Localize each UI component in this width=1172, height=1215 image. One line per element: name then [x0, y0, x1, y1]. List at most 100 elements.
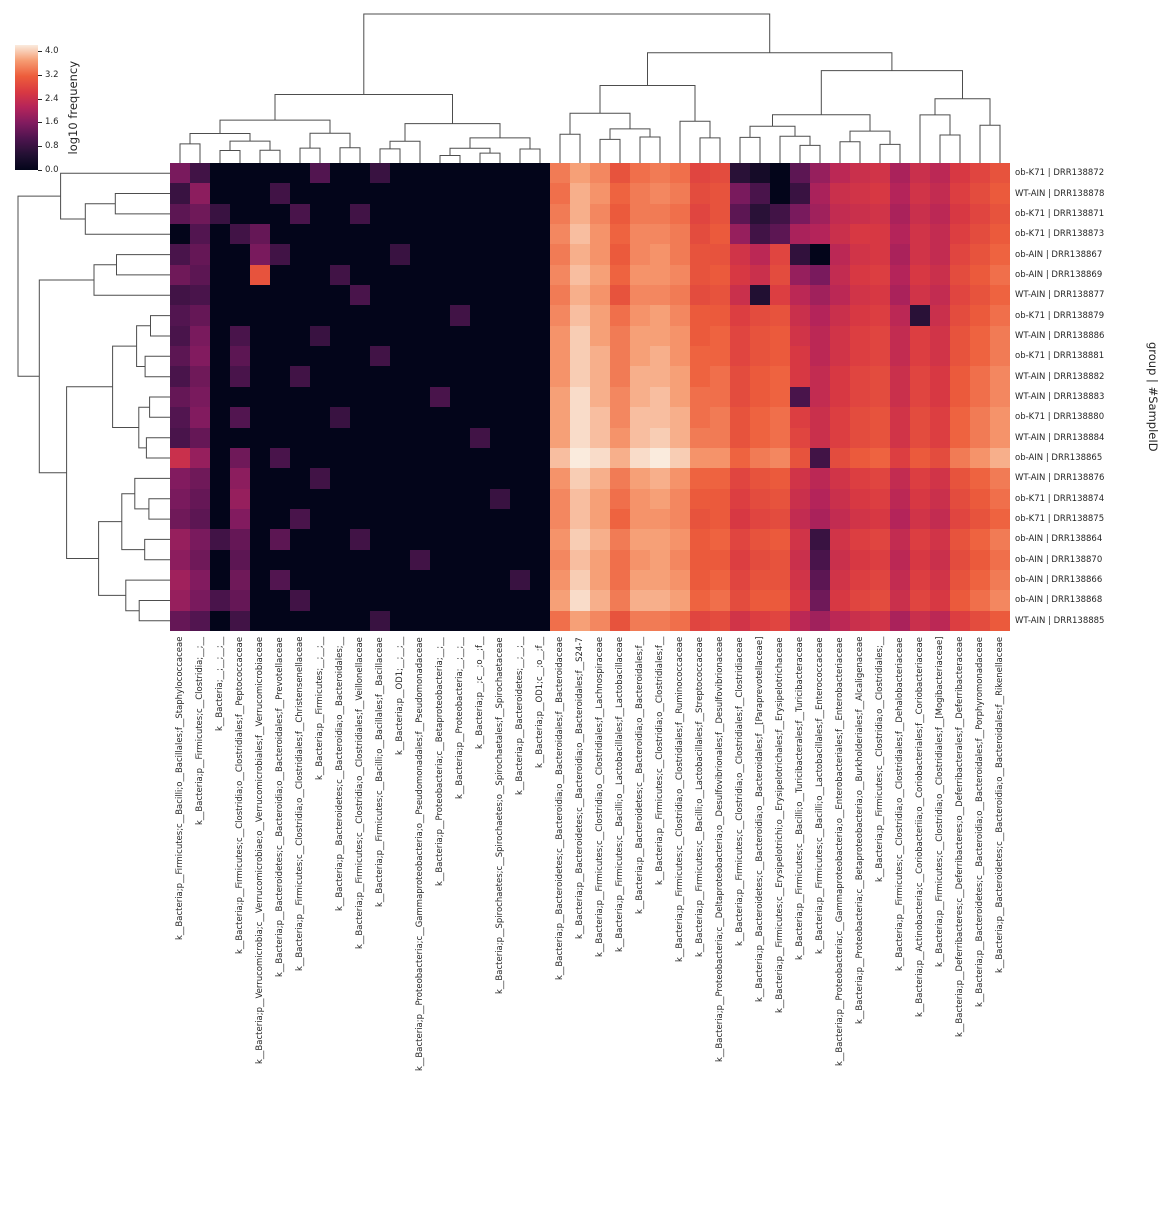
heatmap-cell — [210, 468, 230, 489]
heatmap-cell — [650, 346, 670, 367]
heatmap-cell — [690, 325, 710, 347]
heatmap-cell — [370, 183, 390, 204]
heatmap-cell — [510, 346, 530, 367]
heatmap-cell — [550, 610, 570, 631]
heatmap-cell — [370, 224, 390, 245]
heatmap-cell — [590, 447, 610, 469]
heatmap-cell — [810, 386, 830, 408]
heatmap-cell — [510, 529, 530, 550]
heatmap-cell — [790, 468, 810, 489]
heatmap-cell — [390, 244, 410, 265]
heatmap-cell — [350, 407, 370, 428]
heatmap-cell — [910, 325, 930, 347]
heatmap-cell — [290, 407, 310, 428]
heatmap-cell — [230, 264, 250, 286]
heatmap-cell — [690, 569, 710, 591]
heatmap-cell — [570, 285, 590, 306]
heatmap-cell — [970, 305, 990, 326]
heatmap-cell — [890, 569, 910, 591]
heatmap-cell — [970, 203, 990, 225]
column-label: k__Bacteria;p__OD1;__;__;__ — [395, 637, 405, 756]
heatmap-cell — [610, 508, 630, 530]
heatmap-cell — [170, 244, 190, 265]
heatmap-cell — [590, 203, 610, 225]
heatmap-cell — [610, 549, 630, 570]
heatmap-cell — [510, 163, 530, 184]
heatmap-cell — [930, 264, 950, 286]
column-label: k__Bacteria;p__Firmicutes;c__Clostridia;… — [195, 637, 205, 826]
heatmap-cell — [590, 366, 610, 387]
heatmap-cell — [390, 285, 410, 306]
heatmap-cell — [390, 346, 410, 367]
heatmap-cell — [670, 285, 690, 306]
heatmap-cell — [810, 325, 830, 347]
heatmap-cell — [170, 163, 190, 184]
heatmap-cell — [670, 224, 690, 245]
heatmap-cell — [410, 366, 430, 387]
heatmap-cell — [610, 366, 630, 387]
heatmap-cell — [710, 285, 730, 306]
heatmap-cell — [170, 305, 190, 326]
heatmap-cell — [510, 325, 530, 347]
heatmap-cell — [910, 183, 930, 204]
heatmap-cell — [490, 163, 510, 184]
heatmap-cell — [870, 508, 890, 530]
heatmap-cell — [230, 183, 250, 204]
heatmap-cell — [450, 529, 470, 550]
heatmap-cell — [810, 244, 830, 265]
heatmap-cell — [430, 183, 450, 204]
heatmap-cell — [570, 244, 590, 265]
heatmap-cell — [850, 366, 870, 387]
heatmap-cell — [770, 366, 790, 387]
heatmap-cell — [970, 610, 990, 631]
heatmap-cell — [390, 569, 410, 591]
heatmap-cell — [430, 285, 450, 306]
heatmap-cell — [730, 183, 750, 204]
heatmap-cell — [950, 386, 970, 408]
heatmap-cell — [270, 203, 290, 225]
heatmap-cell — [310, 244, 330, 265]
heatmap-cell — [770, 285, 790, 306]
heatmap-cell — [270, 508, 290, 530]
heatmap-cell — [710, 264, 730, 286]
heatmap-cell — [350, 508, 370, 530]
heatmap-cell — [450, 285, 470, 306]
heatmap-cell — [410, 549, 430, 570]
heatmap-cell — [690, 163, 710, 184]
heatmap-cell — [570, 468, 590, 489]
heatmap-cell — [770, 407, 790, 428]
heatmap-cell — [190, 508, 210, 530]
heatmap-cell — [850, 427, 870, 448]
heatmap-cell — [350, 569, 370, 591]
heatmap-cell — [930, 529, 950, 550]
heatmap-cell — [450, 163, 470, 184]
heatmap-cell — [950, 285, 970, 306]
heatmap-cell — [850, 325, 870, 347]
heatmap-cell — [950, 569, 970, 591]
heatmap-cell — [530, 488, 550, 509]
heatmap-cell — [810, 529, 830, 550]
heatmap-cell — [570, 610, 590, 631]
heatmap-cell — [370, 285, 390, 306]
heatmap-cell — [670, 407, 690, 428]
heatmap-cell — [730, 610, 750, 631]
colorbar-tick-mark — [38, 50, 42, 52]
heatmap-cell — [270, 285, 290, 306]
heatmap-cell — [190, 224, 210, 245]
heatmap-cell — [550, 427, 570, 448]
heatmap-cell — [310, 325, 330, 347]
heatmap-cell — [350, 346, 370, 367]
heatmap-cell — [550, 529, 570, 550]
heatmap-cell — [450, 346, 470, 367]
row-label: WT-AIN | DRR138877 — [1015, 290, 1105, 301]
heatmap-cell — [470, 163, 490, 184]
heatmap-cell — [350, 163, 370, 184]
heatmap-cell — [830, 346, 850, 367]
heatmap-cell — [510, 285, 530, 306]
heatmap-cell — [970, 447, 990, 469]
column-label: k__Bacteria;__;__;__;__ — [215, 637, 225, 732]
heatmap-cell — [750, 203, 770, 225]
heatmap-cell — [870, 346, 890, 367]
heatmap-cell — [490, 447, 510, 469]
heatmap-cell — [230, 610, 250, 631]
